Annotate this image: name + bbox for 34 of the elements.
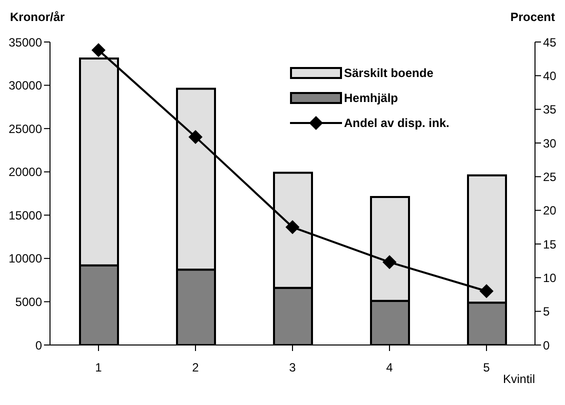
y2-tick-label: 40 — [543, 68, 557, 83]
y2-axis-title: Procent — [510, 10, 555, 24]
y2-tick-label: 15 — [543, 237, 557, 252]
x-tick-label: 4 — [386, 360, 394, 375]
point — [92, 43, 106, 58]
y-tick-label: 20000 — [8, 165, 42, 180]
legend-label: Hemhjälp — [344, 90, 398, 104]
y2-tick-label: 10 — [543, 270, 557, 285]
y2-tick-label: 30 — [543, 136, 557, 150]
y-tick-label: 5000 — [15, 294, 42, 309]
legend-label: Andel av disp. ink. — [344, 116, 450, 130]
x-tick-label: 3 — [289, 360, 296, 375]
y-tick-label: 35000 — [8, 35, 42, 50]
x-tick-label: 1 — [95, 360, 102, 375]
y2-tick-label: 45 — [543, 35, 557, 50]
y2-tick-label: 35 — [543, 102, 557, 117]
x-tick-label: 5 — [483, 360, 490, 375]
point — [286, 220, 300, 234]
point — [382, 255, 396, 270]
y-tick-label: 25000 — [8, 122, 42, 136]
y2-tick-label: 25 — [543, 170, 557, 184]
y-tick-label: 30000 — [8, 78, 42, 93]
y-tick-label: 0 — [35, 338, 42, 352]
point — [188, 130, 202, 144]
y2-tick-label: 0 — [543, 338, 550, 352]
x-tick-label: 2 — [192, 360, 200, 375]
y2-tick-label: 5 — [543, 304, 550, 319]
y-tick-label: 15000 — [8, 208, 42, 222]
y2-tick-label: 20 — [543, 204, 557, 218]
x-axis-title: Kvintil — [502, 372, 535, 386]
point — [480, 284, 494, 298]
y-axis-title: Kronor/år — [10, 10, 65, 24]
legend-label: Särskilt boende — [344, 66, 434, 80]
y-tick-label: 10000 — [8, 252, 42, 266]
